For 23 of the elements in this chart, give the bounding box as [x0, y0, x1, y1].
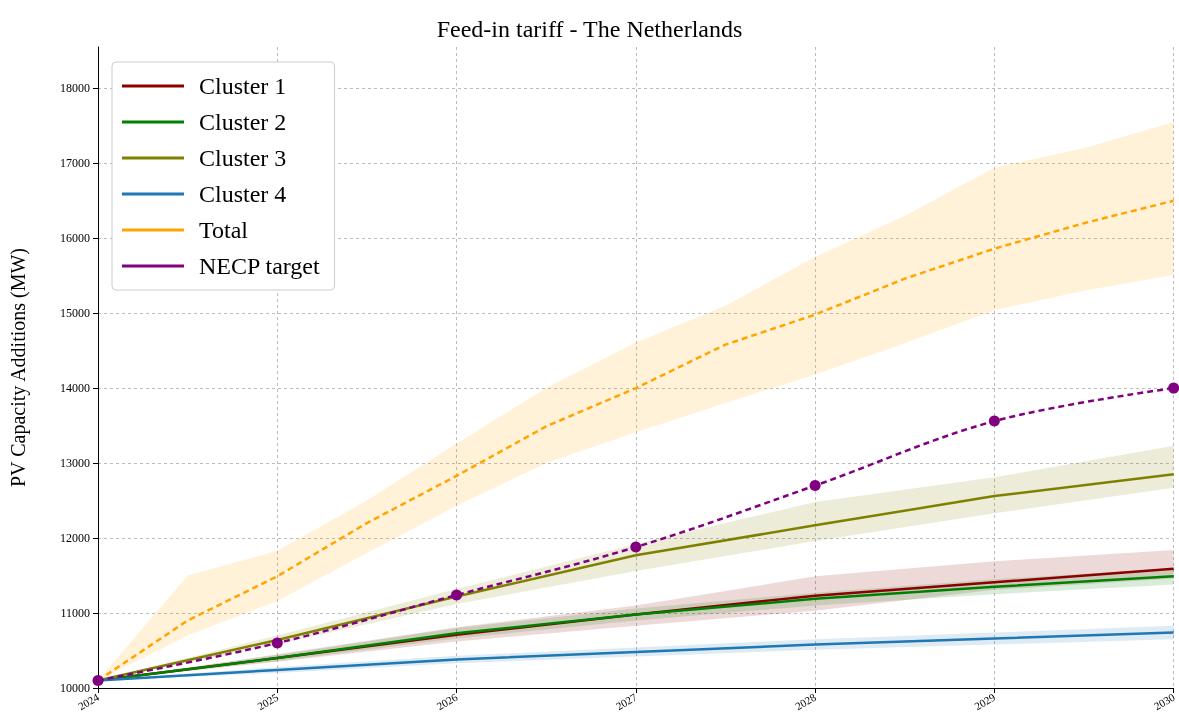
y-tick-label: 16000: [60, 231, 90, 246]
legend-label: Cluster 2: [199, 109, 287, 135]
y-tick-label: 17000: [60, 156, 90, 171]
legend-label: Cluster 1: [199, 73, 287, 99]
y-tick-label: 12000: [60, 531, 90, 546]
legend-label: Cluster 4: [199, 181, 287, 207]
legend-label: NECP target: [199, 253, 320, 279]
x-tick-label: 2030: [1151, 690, 1178, 713]
y-tick-label: 13000: [60, 456, 90, 471]
x-tick-label: 2027: [613, 690, 640, 713]
x-tick-label: 2026: [434, 690, 460, 713]
legend-label: Cluster 3: [199, 145, 287, 171]
y-tick-label: 15000: [60, 306, 90, 321]
x-tick-label: 2025: [255, 690, 281, 713]
y-tick-label: 18000: [60, 81, 90, 96]
chart-title: Feed-in tariff - The Netherlands: [436, 16, 743, 42]
x-tick-label: 2028: [793, 690, 819, 713]
legend-label: Total: [199, 217, 249, 243]
y-tick-label: 10000: [60, 681, 90, 695]
x-tick-label: 2029: [972, 690, 998, 713]
y-axis-title: PV Capacity Additions (MW): [7, 247, 30, 488]
y-tick-label: 11000: [60, 606, 90, 621]
y-tick-label: 14000: [60, 381, 90, 396]
